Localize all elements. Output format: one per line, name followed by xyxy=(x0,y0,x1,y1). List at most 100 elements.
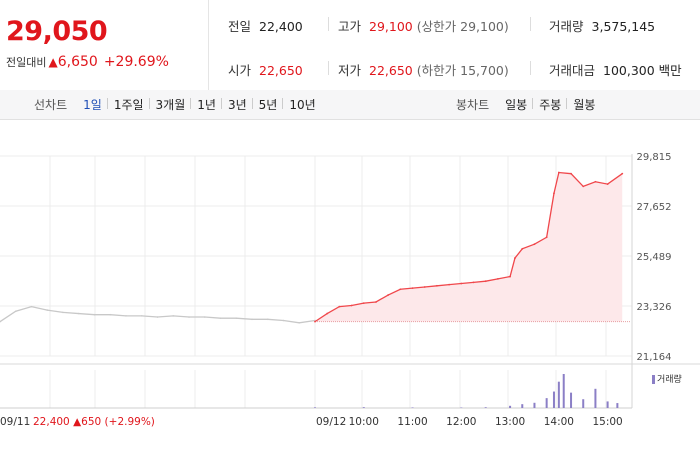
x-time-label: 10:00 xyxy=(349,416,379,428)
period-3y-tab[interactable]: 3년 xyxy=(220,96,253,113)
line-chart-label: 선차트 xyxy=(34,98,68,112)
today-point xyxy=(387,294,390,296)
x-date-label: 09/11 xyxy=(0,416,30,428)
prev-day-point xyxy=(219,317,222,319)
quote-summary: 29,050 전일대비 ▲6,650 +29.69% 전일 22,400 고가 29,1… xyxy=(0,0,700,91)
today-point xyxy=(621,172,624,175)
volume-bar xyxy=(533,402,536,408)
divider xyxy=(328,61,329,75)
stat-open: 시가 22,650 xyxy=(228,60,303,79)
stat-value: 22,650 xyxy=(369,63,413,78)
prev-day-point xyxy=(14,310,17,313)
volume-bar xyxy=(594,388,597,408)
prev-day-point xyxy=(298,322,301,324)
x-time-label: 11:00 xyxy=(397,416,427,428)
stat-value: 22,650 xyxy=(259,63,303,78)
prev-day-point xyxy=(282,319,285,322)
today-point xyxy=(553,192,555,195)
caption-up-arrow-icon: ▲ xyxy=(73,416,82,428)
period-1y-tab[interactable]: 1년 xyxy=(190,96,222,113)
candle-daily-tab[interactable]: 일봉 xyxy=(505,98,528,112)
today-point xyxy=(314,320,316,323)
divider xyxy=(530,17,531,31)
prev-day-point xyxy=(266,318,269,321)
today-point xyxy=(350,304,353,307)
x-time-label: 13:00 xyxy=(495,416,525,428)
period-1d-tab[interactable]: 1일 xyxy=(83,98,102,112)
x-time-label: 12:00 xyxy=(446,416,476,428)
stat-value: 100,300 백만 xyxy=(603,63,682,78)
change-percent: +29.69% xyxy=(103,54,169,70)
up-arrow-icon: ▲ xyxy=(48,55,58,69)
candle-chart-label: 봉차트 xyxy=(456,98,490,112)
y-tick-label: 23,326 xyxy=(637,302,672,313)
prev-day-point xyxy=(188,316,190,318)
today-point xyxy=(557,171,560,174)
price-chart: 29,815 27,652 25,489 23,326 21,164 09/11 09/12… xyxy=(0,120,700,450)
prev-day-point xyxy=(235,317,238,319)
prev-day-point xyxy=(125,315,127,317)
stat-volume: 거래량 3,575,145 xyxy=(549,16,655,35)
period-10y-tab[interactable]: 10년 xyxy=(282,96,321,113)
x-time-label: 15:00 xyxy=(592,416,622,428)
today-point xyxy=(436,284,438,287)
today-point xyxy=(484,280,487,283)
prev-day-point xyxy=(140,315,143,317)
today-point xyxy=(326,312,329,315)
period-1w-tab[interactable]: 1주일 xyxy=(106,96,150,113)
volume-bar xyxy=(606,401,609,408)
y-tick-label: 27,652 xyxy=(637,202,672,213)
current-price: 29,050 xyxy=(6,16,108,47)
today-point xyxy=(509,275,511,278)
candle-chart-periods: 봉차트 일봉 주봉 월봉 xyxy=(456,90,601,119)
y-tick-label: 21,164 xyxy=(637,352,672,363)
change-label: 전일대비 xyxy=(6,56,47,69)
price-box: 29,050 전일대비 ▲6,650 +29.69% xyxy=(0,0,209,90)
today-point xyxy=(514,257,516,259)
today-point xyxy=(460,282,463,285)
today-point xyxy=(423,286,426,288)
today-point xyxy=(375,301,377,303)
period-5y-tab[interactable]: 5년 xyxy=(251,96,284,113)
stat-trade-amount: 거래대금 100,300 백만 xyxy=(549,60,682,79)
today-point xyxy=(399,288,402,291)
volume-bar xyxy=(557,381,560,408)
volume-bar xyxy=(582,399,585,408)
prev-day-point xyxy=(203,316,206,318)
stat-value: 29,100 xyxy=(369,19,413,34)
candle-monthly-tab[interactable]: 월봉 xyxy=(566,96,601,113)
prev-day-point xyxy=(251,318,253,321)
today-point xyxy=(362,302,365,305)
today-point xyxy=(533,243,536,246)
line-chart-periods: 선차트 1일 1주일 3개월 1년 3년 5년 10년 xyxy=(34,90,322,119)
volume-bar xyxy=(484,407,487,408)
y-tick-label: 25,489 xyxy=(637,252,672,263)
stat-key: 거래대금 xyxy=(549,63,596,78)
change-row: 전일대비 ▲6,650 +29.69% xyxy=(6,54,169,70)
prev-day-point xyxy=(172,315,175,317)
volume-bar xyxy=(314,407,316,408)
prev-day-point xyxy=(30,305,33,308)
today-point xyxy=(594,180,597,183)
stat-key: 전일 xyxy=(228,19,252,34)
change-value: 6,650 xyxy=(57,54,98,70)
stat-low: 저가 22,650 (하한가 15,700) xyxy=(338,60,509,79)
today-point xyxy=(448,283,451,286)
period-3m-tab[interactable]: 3개월 xyxy=(148,96,192,113)
series-line-today xyxy=(314,171,623,323)
candle-weekly-tab[interactable]: 주봉 xyxy=(532,96,567,113)
prev-day-point xyxy=(109,313,112,316)
prev-day-point xyxy=(0,320,1,323)
prev-day-point xyxy=(77,312,80,315)
stat-key: 고가 xyxy=(338,19,362,34)
caption-change: 650 xyxy=(81,416,104,428)
stat-key: 저가 xyxy=(338,63,362,78)
volume-bar xyxy=(509,405,512,408)
series-area-today xyxy=(315,172,623,322)
stat-sub: (상한가 29,100) xyxy=(416,19,509,34)
caption-percent: (+2.99%) xyxy=(105,416,155,428)
prev-day-point xyxy=(62,311,64,314)
stat-prev-close: 전일 22,400 xyxy=(228,16,303,35)
today-point xyxy=(570,172,572,175)
volume-bar xyxy=(616,403,619,408)
